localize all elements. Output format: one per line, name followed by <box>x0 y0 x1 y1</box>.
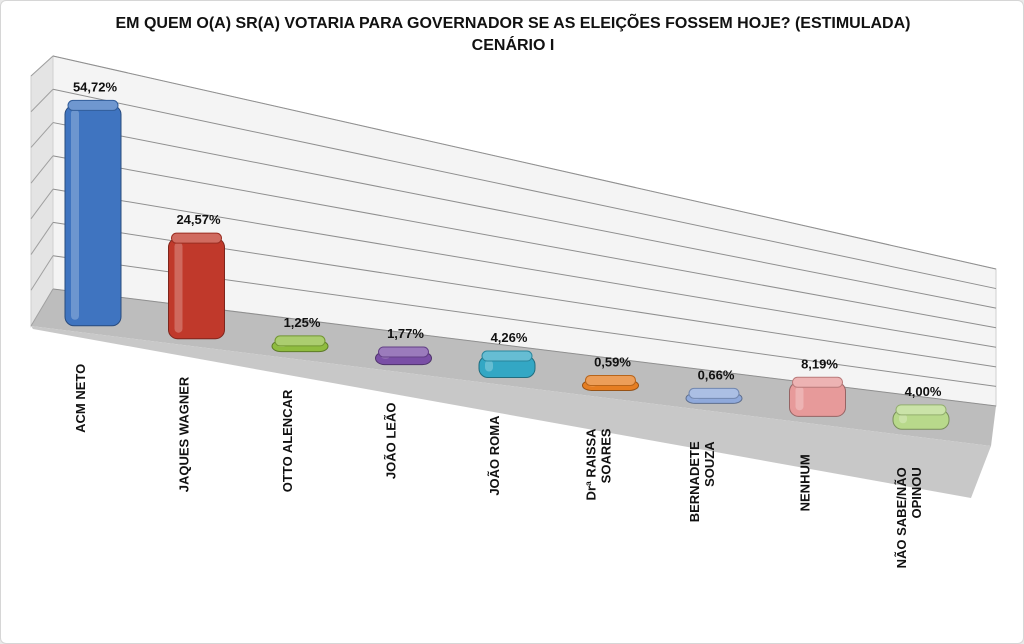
value-label: 4,00% <box>905 384 942 399</box>
bar-4 <box>375 346 432 366</box>
gridline-side <box>30 122 54 148</box>
bar-top <box>792 376 843 388</box>
bar-top <box>378 346 429 358</box>
gridline-side <box>30 55 54 77</box>
value-label: 8,19% <box>801 356 838 371</box>
bar-top <box>67 99 119 111</box>
chart-subtitle: CENÁRIO I <box>471 37 555 54</box>
category-label: SOUZA <box>702 441 717 487</box>
bar-highlight <box>899 413 907 424</box>
bar-3 <box>271 335 329 353</box>
bar-top <box>481 350 533 362</box>
gridline-side <box>30 288 54 327</box>
gridline-side <box>30 222 54 255</box>
bar-highlight <box>71 109 79 320</box>
gridline <box>52 88 997 290</box>
bar-top <box>274 335 326 347</box>
chart-floor-front <box>31 326 991 498</box>
bar-highlight <box>174 242 183 333</box>
bar-8 <box>789 376 846 417</box>
value-label: 4,26% <box>491 330 528 345</box>
bar-9 <box>892 404 950 430</box>
bar-top <box>688 387 740 399</box>
category-label: BERNADETE <box>687 441 702 522</box>
category-label: NENHUM <box>798 454 813 511</box>
value-label: 1,25% <box>284 315 321 330</box>
category-label: JOÃO LEÃO <box>384 403 399 480</box>
value-label: 24,57% <box>176 212 221 227</box>
gridline <box>52 155 997 329</box>
category-label: NÃO SABE/NÃO <box>894 467 909 568</box>
gridline-side <box>30 188 54 220</box>
value-label: 0,66% <box>698 367 735 382</box>
gridline <box>52 55 997 270</box>
bar-highlight <box>795 386 804 411</box>
chart-title-block: EM QUEM O(A) SR(A) VOTARIA PARA GOVERNAD… <box>1 13 1023 57</box>
bar-1 <box>64 99 122 327</box>
gridline-side <box>30 255 54 291</box>
value-label: 1,77% <box>387 326 424 341</box>
bar-7 <box>685 387 743 404</box>
category-label: OTTO ALENCAR <box>280 389 295 492</box>
category-label: ACM NETO <box>73 364 88 433</box>
gridline-side <box>30 88 54 113</box>
bar-top <box>585 374 636 386</box>
bar-5 <box>478 350 536 379</box>
value-label: 0,59% <box>594 354 631 369</box>
chart-title: EM QUEM O(A) SR(A) VOTARIA PARA GOVERNAD… <box>115 15 911 32</box>
bar-highlight <box>485 360 493 372</box>
category-label: JAQUES WAGNER <box>177 376 192 492</box>
category-label: JOÃO ROMA <box>487 415 502 496</box>
gridline-side <box>30 155 54 184</box>
category-label: Drª RAISSA <box>584 428 599 501</box>
category-label: SOARES <box>599 428 614 483</box>
gridline <box>52 188 997 348</box>
bar-top <box>171 232 222 244</box>
value-label: 54,72% <box>73 79 118 94</box>
bar-6 <box>582 374 639 391</box>
bar-top <box>895 404 947 416</box>
bar-2 <box>168 232 225 340</box>
category-label: OPINOU <box>909 467 924 518</box>
gridline <box>52 122 997 309</box>
